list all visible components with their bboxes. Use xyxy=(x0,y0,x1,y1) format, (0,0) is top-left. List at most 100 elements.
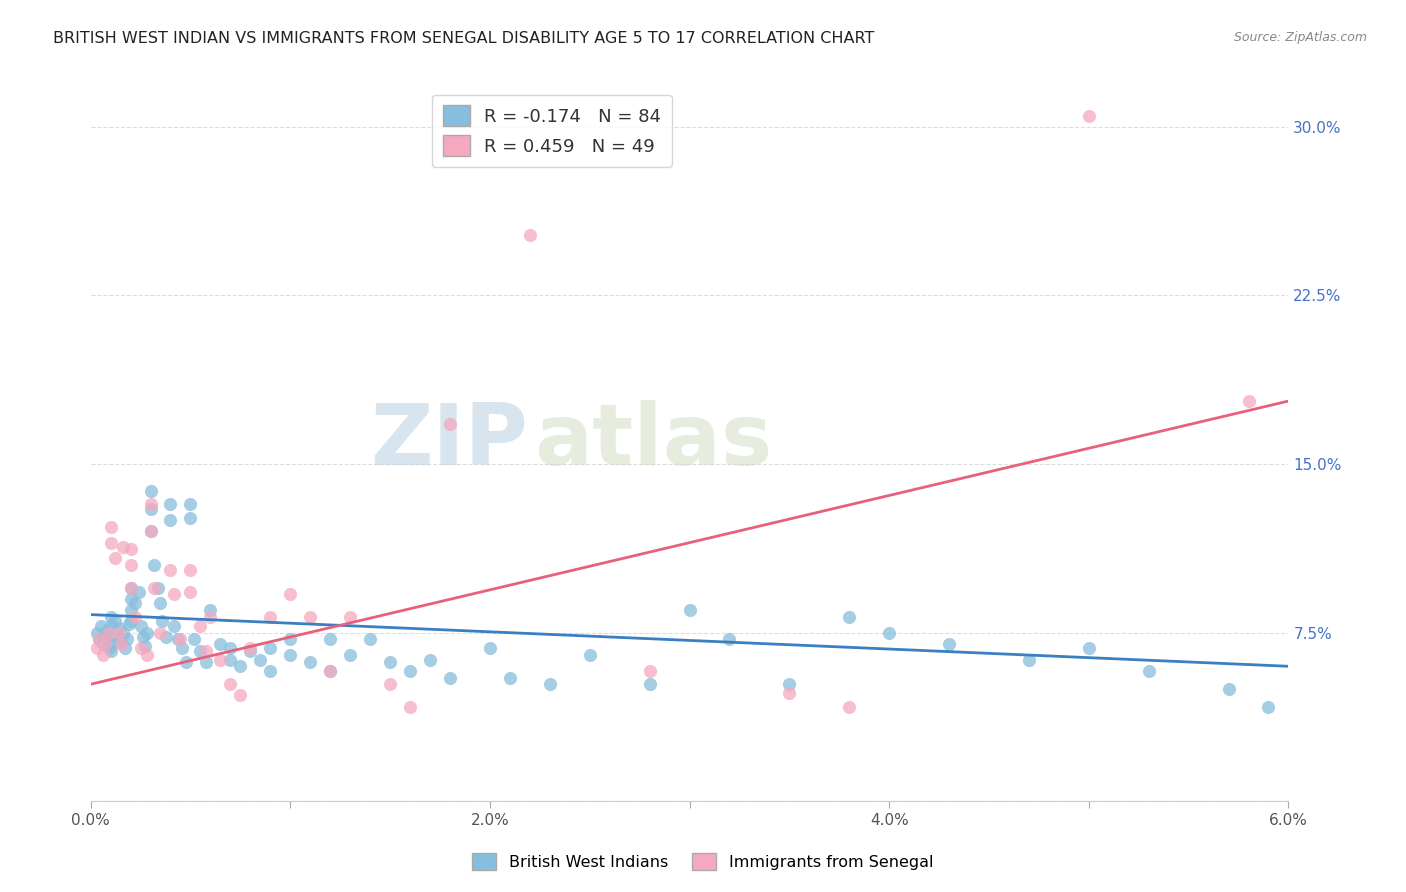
Point xyxy=(110,637,132,651)
Point xyxy=(120,581,142,595)
Point xyxy=(172,641,194,656)
Point xyxy=(378,677,401,691)
Point xyxy=(124,610,146,624)
Point xyxy=(519,227,541,242)
Point xyxy=(152,615,174,629)
Point xyxy=(120,542,142,557)
Text: Source: ZipAtlas.com: Source: ZipAtlas.com xyxy=(1233,31,1367,45)
Point xyxy=(877,625,900,640)
Text: BRITISH WEST INDIAN VS IMMIGRANTS FROM SENEGAL DISABILITY AGE 5 TO 17 CORRELATIO: BRITISH WEST INDIAN VS IMMIGRANTS FROM S… xyxy=(53,31,875,46)
Point xyxy=(399,664,422,678)
Point xyxy=(195,643,218,657)
Point xyxy=(229,689,252,703)
Point xyxy=(219,652,242,666)
Point xyxy=(1237,394,1260,409)
Point xyxy=(778,686,800,700)
Point xyxy=(638,664,661,678)
Point xyxy=(159,563,181,577)
Point xyxy=(169,632,191,647)
Point xyxy=(176,655,198,669)
Point xyxy=(249,652,271,666)
Point xyxy=(103,615,125,629)
Point xyxy=(139,483,162,498)
Point xyxy=(678,603,700,617)
Point xyxy=(299,610,322,624)
Point xyxy=(538,677,561,691)
Point xyxy=(359,632,381,647)
Point xyxy=(135,648,157,662)
Point xyxy=(96,624,118,638)
Point xyxy=(149,596,172,610)
Point xyxy=(128,585,150,599)
Point xyxy=(100,619,122,633)
Legend: R = -0.174   N = 84, R = 0.459   N = 49: R = -0.174 N = 84, R = 0.459 N = 49 xyxy=(432,95,672,167)
Point xyxy=(499,671,522,685)
Point xyxy=(478,641,501,656)
Point xyxy=(278,648,301,662)
Point xyxy=(149,625,172,640)
Point xyxy=(159,498,181,512)
Point xyxy=(278,632,301,647)
Point xyxy=(200,603,222,617)
Point xyxy=(219,677,242,691)
Point xyxy=(90,619,112,633)
Point xyxy=(103,551,125,566)
Point xyxy=(718,632,741,647)
Text: ZIP: ZIP xyxy=(370,400,527,483)
Point xyxy=(439,417,461,431)
Point xyxy=(163,587,186,601)
Point xyxy=(179,498,201,512)
Point xyxy=(120,615,142,629)
Point xyxy=(163,619,186,633)
Point xyxy=(1077,641,1099,656)
Point xyxy=(100,535,122,549)
Point xyxy=(239,641,262,656)
Point xyxy=(105,630,128,644)
Point xyxy=(378,655,401,669)
Point xyxy=(135,625,157,640)
Point xyxy=(838,610,860,624)
Point xyxy=(93,630,115,644)
Point xyxy=(319,664,342,678)
Point xyxy=(439,671,461,685)
Point xyxy=(219,641,242,656)
Point xyxy=(209,652,232,666)
Point xyxy=(120,591,142,606)
Point xyxy=(91,637,114,651)
Point xyxy=(190,643,212,657)
Point xyxy=(129,641,152,656)
Point xyxy=(86,625,108,640)
Point xyxy=(938,637,960,651)
Point xyxy=(200,610,222,624)
Point xyxy=(115,632,138,647)
Point xyxy=(117,616,139,631)
Point xyxy=(143,558,166,573)
Point xyxy=(107,621,129,635)
Point xyxy=(209,637,232,651)
Point xyxy=(399,699,422,714)
Point xyxy=(100,643,122,657)
Point xyxy=(190,619,212,633)
Point xyxy=(139,524,162,539)
Point xyxy=(97,641,120,656)
Point xyxy=(100,610,122,624)
Point xyxy=(134,639,156,653)
Point xyxy=(120,603,142,617)
Point xyxy=(278,587,301,601)
Point xyxy=(259,610,281,624)
Point xyxy=(86,641,108,656)
Point xyxy=(111,540,134,554)
Point xyxy=(143,581,166,595)
Point xyxy=(139,498,162,512)
Point xyxy=(259,641,281,656)
Point xyxy=(229,659,252,673)
Point xyxy=(120,581,142,595)
Point xyxy=(100,520,122,534)
Point xyxy=(148,581,170,595)
Point xyxy=(87,632,110,647)
Point xyxy=(124,596,146,610)
Point xyxy=(299,655,322,669)
Point xyxy=(339,610,361,624)
Point xyxy=(183,632,205,647)
Point xyxy=(339,648,361,662)
